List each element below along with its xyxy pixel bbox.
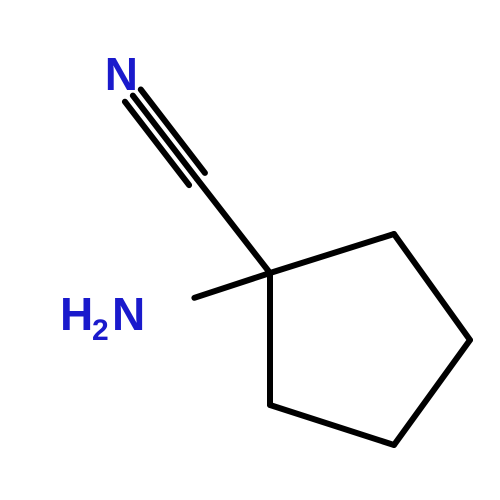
bond	[270, 405, 394, 445]
bond	[394, 234, 470, 340]
bond	[133, 96, 197, 179]
bond	[197, 179, 270, 273]
bond	[194, 273, 270, 298]
bond	[270, 234, 394, 273]
amine-H-label: H	[60, 288, 93, 340]
amine-N-label: N	[112, 288, 145, 340]
nitrogen-nitrile-label: N	[105, 48, 138, 100]
amine-subscript-2: 2	[92, 314, 109, 347]
molecule-diagram: NH2N	[0, 0, 500, 500]
bond	[394, 340, 470, 445]
